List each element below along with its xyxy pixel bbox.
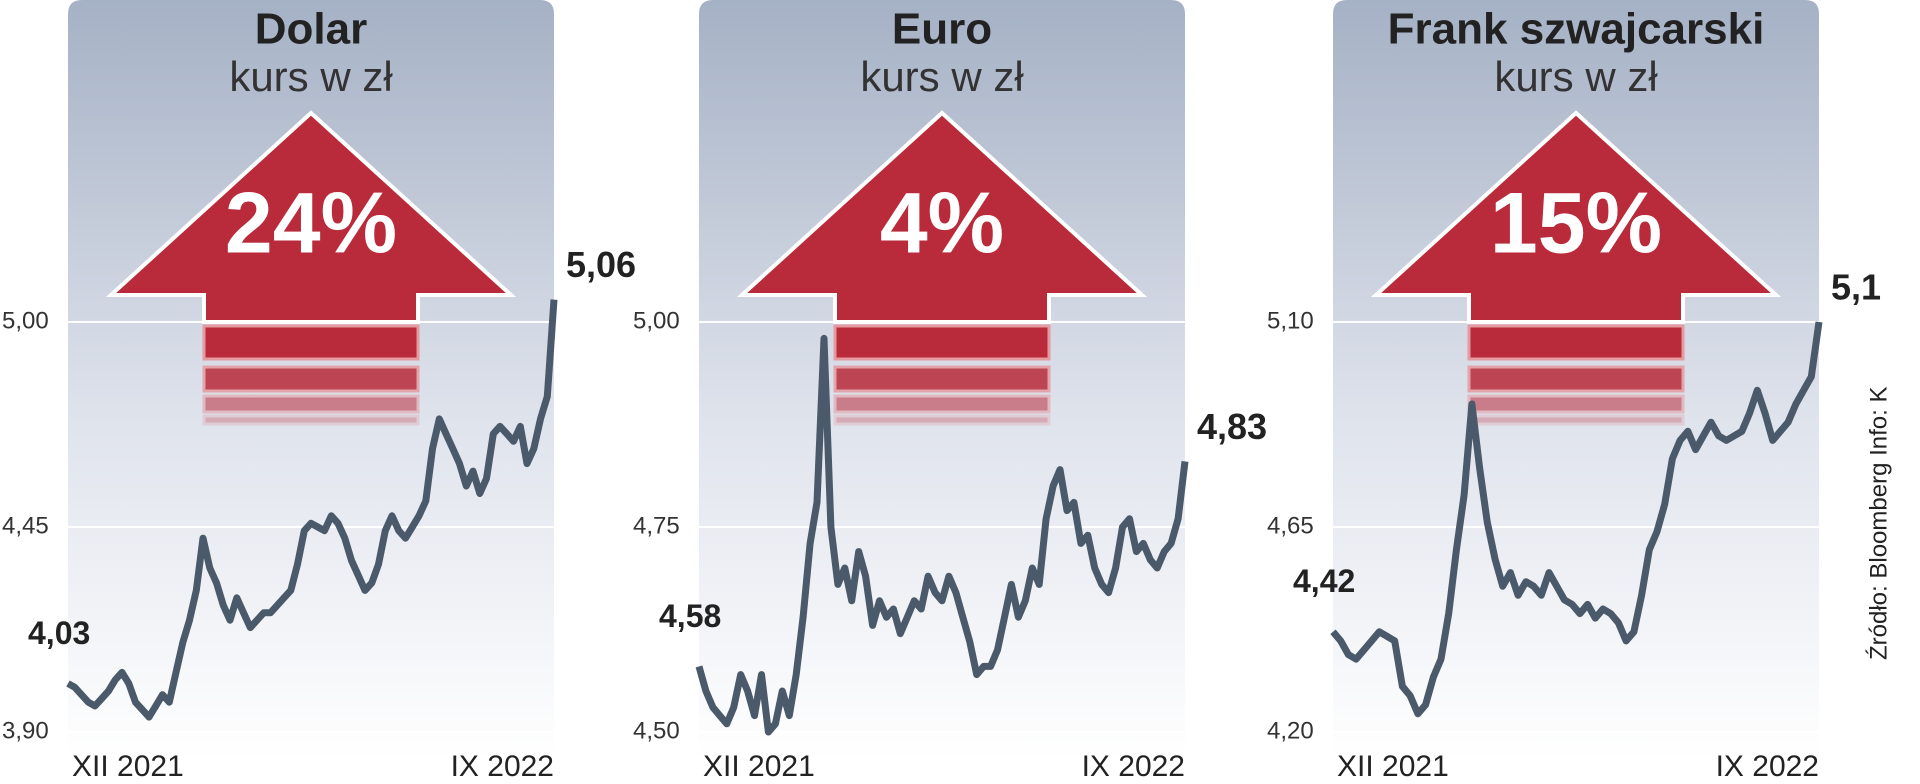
panel-subtitle: kurs w zł — [229, 53, 393, 100]
x-axis-label: IX 2022 — [451, 750, 554, 783]
arrow-stripe — [1467, 365, 1685, 393]
y-tick-label: 5,00 — [2, 307, 49, 334]
x-axis-label: XII 2021 — [703, 750, 815, 783]
panel-title: Dolar — [255, 5, 367, 54]
start-label: 4,58 — [659, 598, 721, 634]
arrow-stripe — [202, 394, 420, 414]
arrow-stripe — [833, 324, 1051, 361]
panel-title: Frank szwajcarski — [1388, 5, 1765, 54]
arrow — [736, 110, 1148, 426]
arrow-stripe — [1467, 394, 1685, 414]
price-line — [1330, 321, 1823, 718]
x-axis-label: XII 2021 — [1337, 750, 1449, 783]
panel-title: Euro — [892, 5, 992, 54]
x-axis-label: IX 2022 — [1082, 750, 1185, 783]
x-axis-label: IX 2022 — [1716, 750, 1819, 783]
arrow-stripe — [202, 365, 420, 393]
price-line — [66, 299, 558, 721]
arrow — [105, 110, 517, 426]
end-label: 5,06 — [566, 244, 636, 285]
y-tick-label: 4,20 — [1267, 717, 1314, 744]
price-line — [695, 334, 1189, 736]
change-label: 15% — [1490, 176, 1662, 272]
y-tick-label: 4,45 — [2, 512, 49, 539]
x-axis-label: XII 2021 — [72, 750, 184, 783]
arrow-stripe — [202, 414, 420, 426]
end-label: 5,1 — [1831, 267, 1881, 308]
source: Źródło: Bloomberg Info: K — [1865, 387, 1892, 660]
panel-subtitle: kurs w zł — [1494, 53, 1658, 100]
panel-subtitle: kurs w zł — [860, 53, 1024, 100]
arrow — [1370, 110, 1782, 426]
y-tick-label: 5,10 — [1267, 307, 1314, 334]
arrow-stripe — [833, 394, 1051, 414]
arrow-stripe — [1467, 324, 1685, 361]
y-tick-label: 3,90 — [2, 717, 49, 744]
y-tick-label: 5,00 — [633, 307, 680, 334]
y-tick-label: 4,65 — [1267, 512, 1314, 539]
y-tick-label: 4,50 — [633, 717, 680, 744]
change-label: 24% — [225, 176, 397, 272]
start-label: 4,42 — [1293, 563, 1355, 599]
y-tick-label: 4,75 — [633, 512, 680, 539]
arrow-stripe — [833, 365, 1051, 393]
arrow-stripe — [1467, 414, 1685, 426]
arrow-stripe — [202, 324, 420, 361]
arrow-stripe — [833, 414, 1051, 426]
arrow-body — [1370, 110, 1782, 324]
arrow-body — [105, 110, 517, 324]
end-label: 4,83 — [1197, 406, 1267, 447]
change-label: 4% — [880, 176, 1004, 272]
start-label: 4,03 — [28, 615, 90, 651]
arrow-body — [736, 110, 1148, 324]
